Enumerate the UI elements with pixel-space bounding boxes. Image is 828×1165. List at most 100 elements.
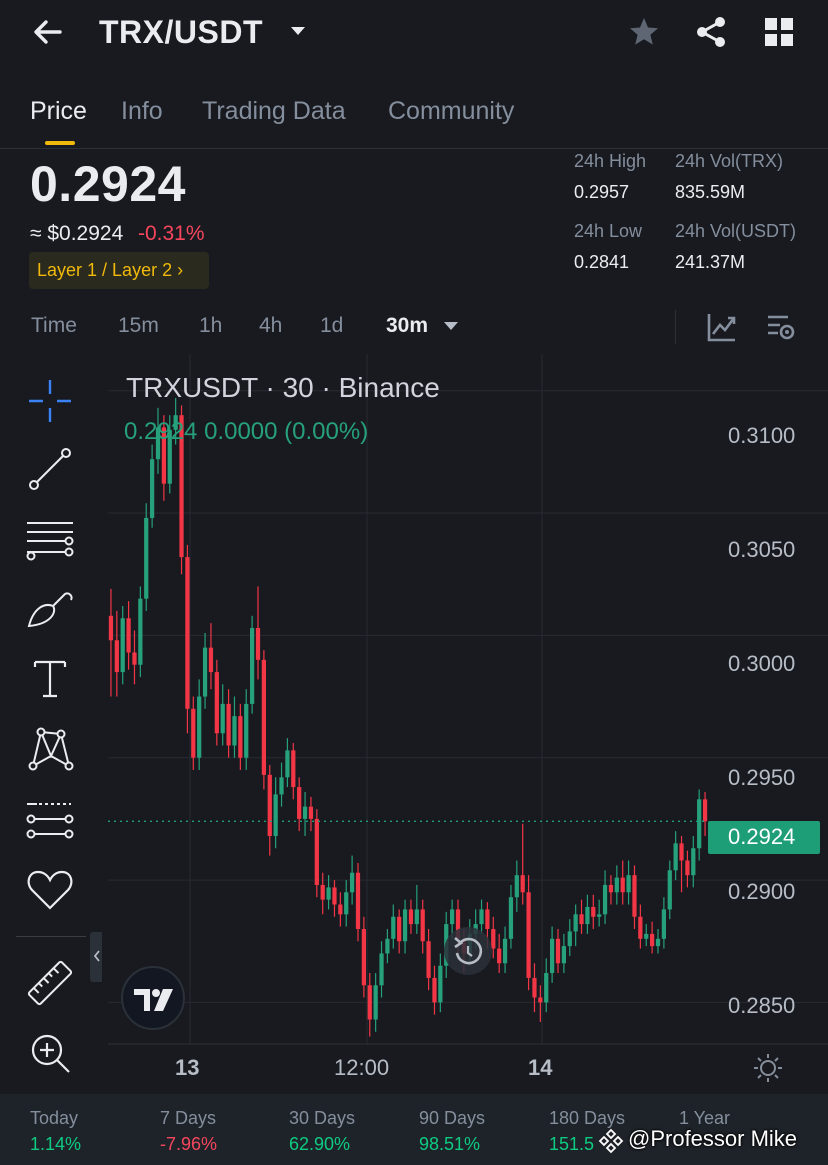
- candle-body: [544, 973, 549, 1003]
- candle-body: [479, 909, 484, 925]
- stat-24h-low-value: 0.2841: [574, 252, 630, 272]
- y-axis-tick: 0.3050: [728, 537, 796, 562]
- candle-body: [591, 906, 596, 917]
- candle-body: [638, 916, 643, 939]
- tab-trading-data[interactable]: Trading Data: [202, 97, 346, 125]
- perf-value-7d: -7.96%: [160, 1134, 218, 1154]
- zoom-in-icon[interactable]: [23, 1026, 77, 1080]
- x-axis-tick: 13: [175, 1055, 200, 1080]
- reset-view-icon[interactable]: [443, 926, 493, 976]
- candle-body: [297, 787, 302, 819]
- forecast-tool-icon[interactable]: [23, 792, 77, 846]
- binance-logo-icon: [598, 1128, 624, 1154]
- candle-body: [491, 929, 496, 949]
- perf-value-180d: 151.5: [549, 1134, 595, 1154]
- candle-body: [150, 459, 155, 518]
- interval-1h[interactable]: 1h: [199, 314, 223, 337]
- y-axis-tick: 0.2850: [728, 993, 796, 1018]
- interval-4h[interactable]: 4h: [259, 314, 283, 337]
- grid-menu-icon[interactable]: [761, 14, 797, 50]
- candle-body: [302, 806, 308, 819]
- candle-body: [561, 946, 566, 964]
- candle-body: [155, 427, 161, 460]
- candle-body: [108, 615, 114, 641]
- chevron-left-icon[interactable]: [92, 948, 102, 964]
- last-price: 0.2924: [30, 156, 186, 212]
- divider: [675, 310, 676, 344]
- candlestick-chart[interactable]: [108, 354, 828, 1094]
- performance-bar: Today 1.14% 7 Days -7.96% 30 Days 62.90%…: [0, 1094, 828, 1165]
- interval-time[interactable]: Time: [31, 314, 77, 337]
- text-tool-icon[interactable]: [23, 652, 77, 706]
- category-tag-button[interactable]: [29, 252, 209, 289]
- stat-24h-high-label: 24h High: [574, 151, 647, 171]
- perf-label-today: Today: [30, 1108, 79, 1128]
- y-axis-tick: 0.3000: [728, 651, 796, 676]
- parallel-lines-icon[interactable]: [23, 512, 77, 566]
- crosshair-icon[interactable]: [23, 374, 77, 428]
- candle-body: [520, 875, 525, 893]
- chevron-down-icon[interactable]: [289, 24, 307, 38]
- candle-body: [220, 703, 225, 734]
- candle-body: [597, 914, 602, 917]
- category-tag-label[interactable]: Layer 1 / Layer 2 ›: [37, 260, 184, 280]
- active-tab-indicator: [45, 141, 75, 145]
- tab-price[interactable]: Price: [30, 97, 87, 125]
- candle-body: [644, 933, 649, 939]
- tab-info[interactable]: Info: [121, 97, 163, 125]
- candle-body: [173, 415, 178, 430]
- candle-body: [214, 672, 219, 734]
- settings-sun-icon[interactable]: [752, 1052, 784, 1084]
- candle-body: [455, 909, 461, 939]
- y-axis-tick: 0.2900: [728, 879, 796, 904]
- candle-body: [497, 948, 502, 964]
- candle-body: [191, 708, 196, 758]
- candle-body: [338, 904, 343, 915]
- candle-body: [350, 872, 355, 893]
- brush-icon[interactable]: [23, 582, 77, 636]
- perf-label-1y: 1 Year: [679, 1108, 731, 1128]
- candle-body: [414, 909, 419, 925]
- stat-24h-low-label: 24h Low: [574, 221, 643, 241]
- pair-title[interactable]: TRX/USDT: [99, 14, 263, 50]
- candle-body: [391, 916, 396, 939]
- indicator-icon[interactable]: [705, 310, 739, 344]
- share-icon[interactable]: [693, 14, 729, 50]
- candle-body: [120, 618, 125, 673]
- interval-1d[interactable]: 1d: [320, 314, 344, 337]
- star-icon[interactable]: [626, 14, 662, 50]
- trend-line-icon[interactable]: [23, 442, 77, 496]
- candle-body: [691, 848, 696, 876]
- candle-body: [432, 977, 437, 1003]
- back-arrow-icon[interactable]: [30, 14, 66, 50]
- candle-body: [679, 843, 684, 861]
- perf-label-90d: 90 Days: [419, 1108, 486, 1128]
- interval-30m[interactable]: 30m: [386, 314, 429, 337]
- x-axis-tick: 12:00: [334, 1055, 390, 1080]
- tab-community[interactable]: Community: [388, 97, 515, 125]
- current-price-tag-label: 0.2924: [728, 824, 796, 849]
- interval-15m[interactable]: 15m: [118, 314, 159, 337]
- perf-value-90d: 98.51%: [419, 1134, 481, 1154]
- candle-body: [538, 997, 543, 1003]
- candle-body: [273, 794, 278, 837]
- pattern-tool-icon[interactable]: [23, 722, 77, 776]
- candle-body: [114, 640, 119, 673]
- candle-body: [532, 977, 537, 998]
- chevron-down-icon[interactable]: [443, 320, 459, 332]
- candle-body: [661, 909, 666, 939]
- ruler-icon[interactable]: [23, 956, 77, 1010]
- candle-body: [632, 875, 637, 917]
- chart-settings-icon[interactable]: [764, 310, 798, 344]
- ohlc-legend: 0.2924 0.0000 (0.00%): [124, 418, 369, 445]
- usd-price: ≈ $0.2924: [30, 222, 124, 245]
- chart-area[interactable]: [108, 354, 828, 1094]
- candle-body: [620, 877, 625, 893]
- heart-icon[interactable]: [23, 862, 77, 916]
- candle-body: [420, 909, 425, 942]
- candle-body: [267, 774, 272, 837]
- candle-body: [379, 953, 384, 986]
- candle-body: [685, 860, 690, 876]
- stat-24h-high-value: 0.2957: [574, 182, 630, 202]
- candle-body: [161, 427, 166, 484]
